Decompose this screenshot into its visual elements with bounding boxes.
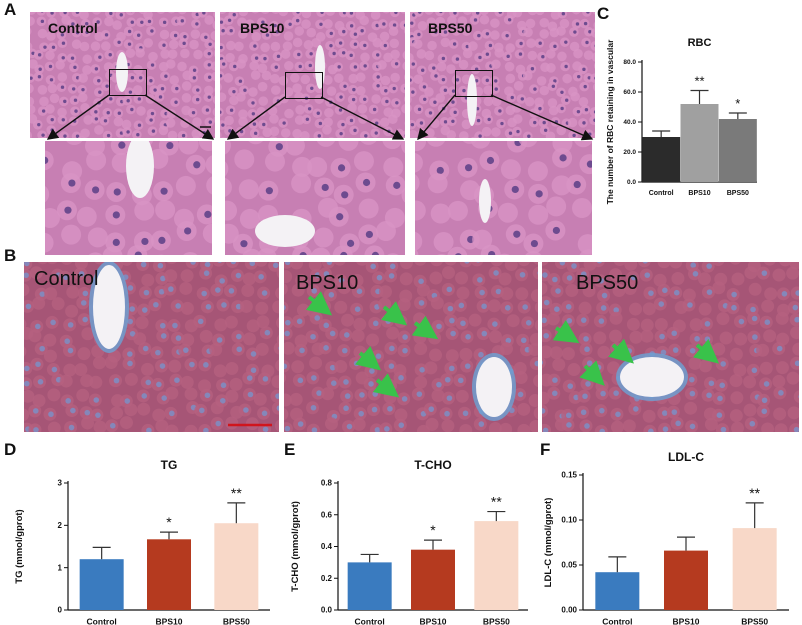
rbc-arrow-icon: [305, 291, 333, 316]
panel-letter-f: F: [540, 440, 551, 459]
y-tick-label: 2: [58, 521, 63, 530]
chart-title: TG: [161, 458, 178, 472]
mt-control: [24, 262, 279, 432]
y-tick-label: 0.2: [321, 574, 333, 583]
significance-mark: **: [694, 74, 704, 89]
x-tick-label: BPS10: [688, 190, 710, 197]
significance-mark: **: [231, 485, 242, 501]
bar: [664, 550, 708, 610]
panel-letter-a: A: [4, 0, 17, 19]
y-tick-label: 60.0: [623, 89, 636, 96]
x-tick-label: BPS50: [741, 617, 768, 625]
bar: [411, 549, 455, 610]
y-tick-label: 0.05: [561, 561, 577, 570]
y-axis-label: LDL-C (mmol/gprot): [543, 498, 554, 588]
chart-title: LDL-C: [668, 450, 704, 464]
label-a-bps10: BPS10: [240, 20, 285, 36]
y-tick-label: 40.0: [623, 119, 636, 126]
y-tick-label: 0.00: [561, 606, 577, 615]
mt-bps10: [284, 262, 538, 432]
x-tick-label: BPS50: [223, 617, 250, 625]
label-a-control: Control: [48, 20, 98, 36]
y-tick-label: 0.4: [321, 542, 333, 551]
bar: [732, 528, 777, 610]
significance-mark: *: [166, 514, 172, 530]
y-tick-label: 80.0: [623, 59, 636, 66]
y-axis-label: T-CHO (mmol/gprot): [290, 501, 301, 592]
x-tick-label: BPS50: [483, 617, 510, 625]
label-b-bps50: BPS50: [576, 272, 639, 294]
chart-c-rbc: RBC The number of RBC retaining in vascul…: [605, 37, 757, 205]
x-tick-label: Control: [649, 190, 674, 197]
he-bps10-zoom: [225, 141, 405, 255]
panel-letter-e: E: [284, 440, 296, 459]
y-tick-label: 0.10: [561, 516, 577, 525]
zoom-lines: [46, 94, 594, 141]
rbc-arrow-icon: [579, 360, 605, 386]
mt-bps50: [542, 262, 799, 432]
significance-mark: **: [749, 485, 760, 501]
zoom-box-bps50: [455, 70, 493, 97]
chart-d-tg: TG TG (mmol/gprot) 0 1 2 3 Control * BPS10 ** BPS5…: [14, 458, 270, 625]
x-tick-label: BPS10: [156, 617, 183, 625]
significance-mark: *: [430, 522, 436, 538]
bar: [718, 119, 757, 182]
bar: [147, 539, 191, 610]
significance-mark: *: [735, 96, 740, 111]
y-tick-label: 0.15: [561, 471, 577, 480]
rbc-arrow-icon: [354, 345, 382, 371]
rbc-arrow-icon: [608, 338, 634, 364]
chart-title: RBC: [688, 37, 712, 49]
bar: [642, 137, 681, 182]
bar: [79, 559, 124, 610]
y-tick-label: 1: [58, 563, 63, 572]
bar: [680, 104, 719, 182]
rbc-arrow-icon: [380, 301, 408, 326]
bar: [595, 572, 640, 610]
he-control-zoom: [45, 141, 212, 255]
panel-letter-c: C: [597, 4, 610, 23]
y-tick-label: 0.0: [627, 179, 636, 186]
x-tick-label: Control: [87, 617, 117, 625]
x-tick-label: BPS50: [727, 190, 749, 197]
label-b-bps10: BPS10: [296, 272, 359, 294]
rbc-arrow-icon: [372, 373, 400, 398]
bar: [474, 521, 519, 610]
y-axis-label: The number of RBC retaining in vascular: [605, 39, 615, 205]
y-tick-label: 0.6: [321, 510, 333, 519]
y-tick-label: 0.0: [321, 606, 333, 615]
x-tick-label: Control: [355, 617, 385, 625]
significance-mark: **: [491, 494, 502, 510]
he-bps10-overview: [220, 12, 405, 138]
y-axis-label: TG (mmol/gprot): [14, 509, 25, 583]
x-tick-label: BPS10: [420, 617, 447, 625]
zoom-box-bps10: [285, 72, 323, 99]
x-tick-label: Control: [602, 617, 632, 625]
y-tick-label: 0.8: [321, 479, 333, 488]
rbc-arrow-icon: [411, 315, 439, 340]
zoom-box-control: [109, 69, 147, 96]
y-tick-label: 3: [58, 479, 63, 488]
panel-letter-d: D: [4, 440, 17, 459]
chart-e-tcho: T-CHO T-CHO (mmol/gprot) 0.0 0.2 0.4 0.6 0.8 Co…: [290, 458, 528, 625]
rbc-arrow-icon: [552, 320, 580, 344]
chart-f-ldlc: LDL-C LDL-C (mmol/gprot) 0.00 0.05 0.10 0.15 C…: [543, 450, 789, 625]
y-tick-label: 20.0: [623, 149, 636, 156]
he-bps50-overview: [410, 12, 595, 138]
label-a-bps50: BPS50: [428, 20, 473, 36]
he-control-overview: [30, 12, 215, 138]
bar: [214, 523, 259, 610]
y-tick-label: 0: [58, 606, 63, 615]
rbc-arrow-icon: [692, 338, 720, 364]
bar: [347, 562, 392, 610]
he-bps50-zoom: [415, 141, 592, 255]
chart-title: T-CHO: [414, 458, 451, 472]
panel-letter-b: B: [4, 246, 17, 265]
arrows-layer: [228, 291, 720, 427]
label-b-control: Control: [34, 268, 99, 290]
x-tick-label: BPS10: [673, 617, 700, 625]
